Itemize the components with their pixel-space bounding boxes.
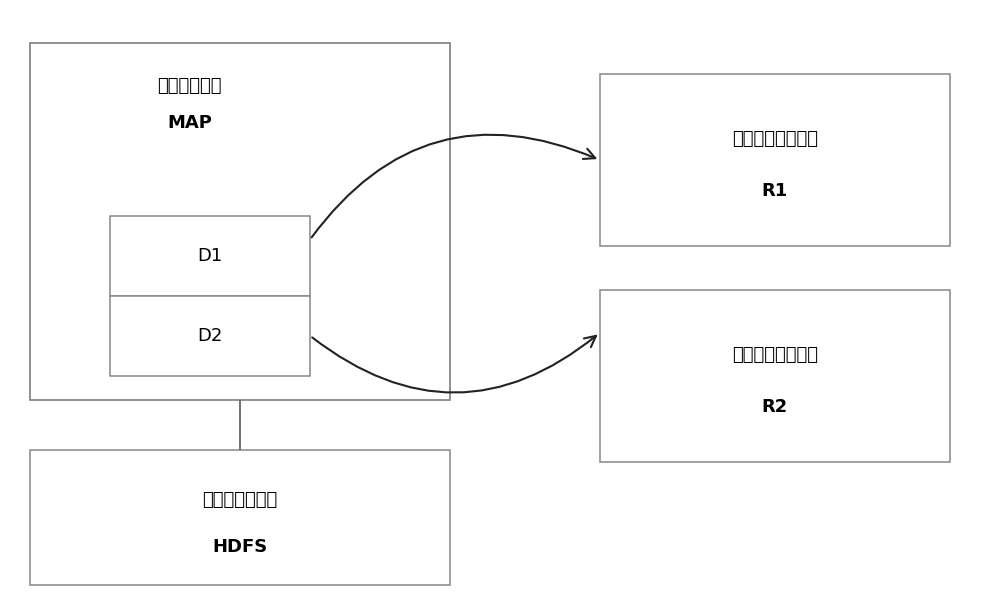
Bar (110, 216, 310, 296)
Bar (30, 43, 450, 400)
Text: D2: D2 (197, 326, 223, 345)
Text: R2: R2 (762, 398, 788, 416)
Bar (600, 74, 950, 246)
Text: D1: D1 (197, 246, 223, 265)
Text: HDFS: HDFS (212, 538, 268, 556)
Text: MAP: MAP (167, 114, 212, 132)
Text: 分布式文件系统: 分布式文件系统 (202, 491, 278, 509)
Text: 映射处理单元: 映射处理单元 (157, 77, 222, 95)
Bar (600, 290, 950, 462)
Bar (110, 296, 310, 376)
Text: 第一规约处理单元: 第一规约处理单元 (732, 131, 818, 148)
Text: R1: R1 (762, 182, 788, 200)
Text: 第二规约处理单元: 第二规约处理单元 (732, 346, 818, 364)
Bar (30, 450, 450, 585)
